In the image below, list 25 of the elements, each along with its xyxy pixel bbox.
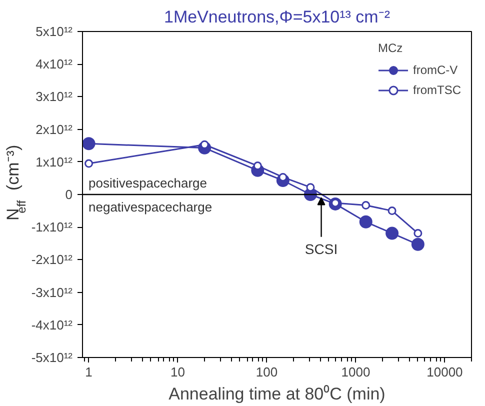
y-axis-title: Neff (cm⁻³) bbox=[4, 144, 28, 220]
y-tick-label: 2x10¹² bbox=[36, 122, 74, 137]
x-tick-label: 10000 bbox=[426, 364, 463, 380]
y-tick-label: 1x10¹² bbox=[36, 154, 74, 170]
y-tick-label: -4x10¹² bbox=[31, 317, 74, 332]
chart-title: 1MeVneutrons,Φ=5x10¹³ cm⁻² bbox=[164, 8, 390, 26]
y-tick-label: 3x10¹² bbox=[36, 89, 74, 104]
legend-label: fromTSC bbox=[413, 83, 461, 97]
x-tick-label: 1 bbox=[85, 364, 92, 380]
y-tick-label: -1x10¹² bbox=[31, 220, 74, 235]
legend-label: fromC-V bbox=[413, 63, 458, 77]
y-tick-label: 5x10¹² bbox=[36, 24, 74, 39]
y-tick-label: -3x10¹² bbox=[31, 284, 74, 300]
x-axis-title: Annealing time at 80⁰C (min) bbox=[168, 384, 386, 404]
y-tick-label: -5x10¹² bbox=[31, 350, 74, 365]
x-tick-label: 1000 bbox=[341, 364, 370, 380]
y-tick-label: 0 bbox=[65, 187, 73, 202]
annotation: positivespacecharge bbox=[88, 176, 208, 190]
annotation: negativespacecharge bbox=[88, 200, 212, 214]
y-tick-label: 4x10¹² bbox=[36, 56, 74, 72]
x-tick-label: 100 bbox=[256, 364, 278, 380]
annotation: SCSI bbox=[304, 240, 338, 257]
x-tick-label: 10 bbox=[170, 364, 186, 380]
legend-title: MCz bbox=[378, 41, 404, 55]
y-tick-label: -2x10¹² bbox=[31, 252, 74, 268]
